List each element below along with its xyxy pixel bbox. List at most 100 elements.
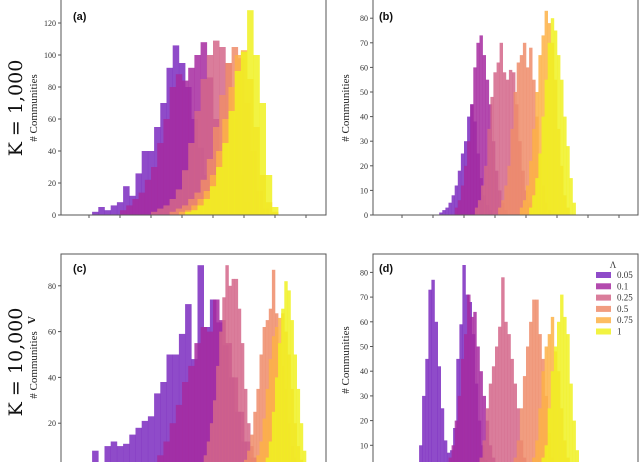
bar-0.75 <box>262 418 266 462</box>
bar-0.5 <box>253 411 257 462</box>
bar-0.1 <box>175 74 183 215</box>
bar-1 <box>535 178 539 215</box>
bar-0.1 <box>157 143 164 215</box>
bar-0.05 <box>166 354 173 462</box>
bar-0.25 <box>206 55 214 215</box>
bar-0.25 <box>247 423 251 462</box>
bar-0.1 <box>126 205 133 215</box>
bar-0.05 <box>110 441 118 462</box>
row-label-k1000: K = 1,000 <box>5 60 27 157</box>
bar-0.75 <box>544 346 548 462</box>
bar-0.5 <box>504 185 508 215</box>
bar-1 <box>265 457 270 462</box>
bar-0.1 <box>451 445 455 462</box>
bar-0.25 <box>228 285 232 462</box>
bar-0.25 <box>482 440 486 462</box>
bar-1 <box>569 178 573 215</box>
bar-0.1 <box>464 165 468 215</box>
bar-0.5 <box>513 92 517 215</box>
bar-0.25 <box>484 165 488 215</box>
bar-0.5 <box>526 346 530 462</box>
bar-0.25 <box>487 128 491 215</box>
axes-frame <box>60 253 327 462</box>
bar-0.25 <box>491 366 496 462</box>
bar-0.25 <box>157 208 164 215</box>
bar-0.5 <box>519 55 524 215</box>
bar-1 <box>185 211 192 215</box>
bar-0.1 <box>188 365 195 462</box>
bar-1 <box>553 30 558 215</box>
bar-1 <box>575 450 579 462</box>
bar-0.1 <box>169 423 177 462</box>
bar-1 <box>550 18 555 216</box>
bar-0.5 <box>522 376 527 462</box>
bar-0.75 <box>271 336 276 462</box>
bar-0.5 <box>244 459 248 462</box>
bar-0.25 <box>499 42 503 215</box>
bar-0.05 <box>135 427 142 462</box>
bar-0.75 <box>256 455 260 462</box>
bar-0.1 <box>144 179 152 215</box>
bar-0.5 <box>526 67 530 216</box>
bar-1 <box>529 207 533 215</box>
bar-1 <box>547 42 552 215</box>
bar-0.05 <box>425 358 429 462</box>
bar-0.25 <box>203 455 208 462</box>
bar-1 <box>268 441 273 462</box>
bar-0.5 <box>529 321 533 462</box>
bar-1 <box>557 55 561 215</box>
legend-label-0.5: 0.5 <box>617 304 629 314</box>
bar-1 <box>541 116 545 215</box>
bar-0.1 <box>454 420 459 462</box>
bar-0.05 <box>451 195 455 215</box>
y-tick-label: 120 <box>44 19 56 28</box>
bar-0.05 <box>422 395 426 462</box>
y-tick-label: 80 <box>360 14 368 23</box>
panel-label: (b) <box>379 11 393 23</box>
bar-0.25 <box>495 346 499 462</box>
y-tick-label: 40 <box>48 373 56 382</box>
bar-1 <box>222 143 229 215</box>
y-tick-label: 60 <box>360 318 368 327</box>
bar-1 <box>278 343 282 462</box>
bar-0.25 <box>163 205 170 215</box>
bar-0.1 <box>120 210 127 215</box>
bar-0.5 <box>535 299 539 462</box>
bar-0.25 <box>219 331 223 462</box>
bar-0.05 <box>434 321 438 462</box>
bar-0.5 <box>259 354 263 462</box>
bar-0.5 <box>256 388 260 462</box>
bar-0.25 <box>490 96 494 215</box>
bar-0.1 <box>457 200 462 215</box>
bar-0.1 <box>163 119 170 215</box>
stray-lambda-label: Λ <box>25 316 37 324</box>
bar-0.05 <box>92 450 99 462</box>
bar-0.1 <box>467 294 471 462</box>
bar-0.05 <box>123 443 130 462</box>
bar-0.5 <box>169 211 177 215</box>
bar-0.1 <box>175 404 183 462</box>
y-tick-label: 20 <box>360 417 368 426</box>
bar-0.25 <box>501 277 505 462</box>
y-tick-label: 60 <box>360 63 368 72</box>
y-tick-label: 40 <box>48 147 56 156</box>
bar-0.75 <box>265 388 270 462</box>
bar-0.25 <box>237 308 242 462</box>
bar-0.75 <box>522 200 527 215</box>
y-tick-label: 10 <box>360 441 368 450</box>
bar-1 <box>287 290 291 462</box>
bar-1 <box>191 210 198 215</box>
axes-frame <box>372 253 639 462</box>
bar-0.25 <box>188 143 195 215</box>
bar-0.25 <box>477 200 482 215</box>
bar-0.05 <box>116 202 124 215</box>
bar-0.25 <box>225 265 229 462</box>
bar-0.25 <box>505 79 510 215</box>
bar-0.75 <box>538 55 542 215</box>
legend-label-0.05: 0.05 <box>617 270 633 280</box>
legend-swatch-0.75 <box>596 317 611 324</box>
bar-0.75 <box>532 128 536 215</box>
y-tick-label: 10 <box>360 186 368 195</box>
legend-swatch-0.1 <box>596 283 611 290</box>
bar-1 <box>553 346 558 462</box>
